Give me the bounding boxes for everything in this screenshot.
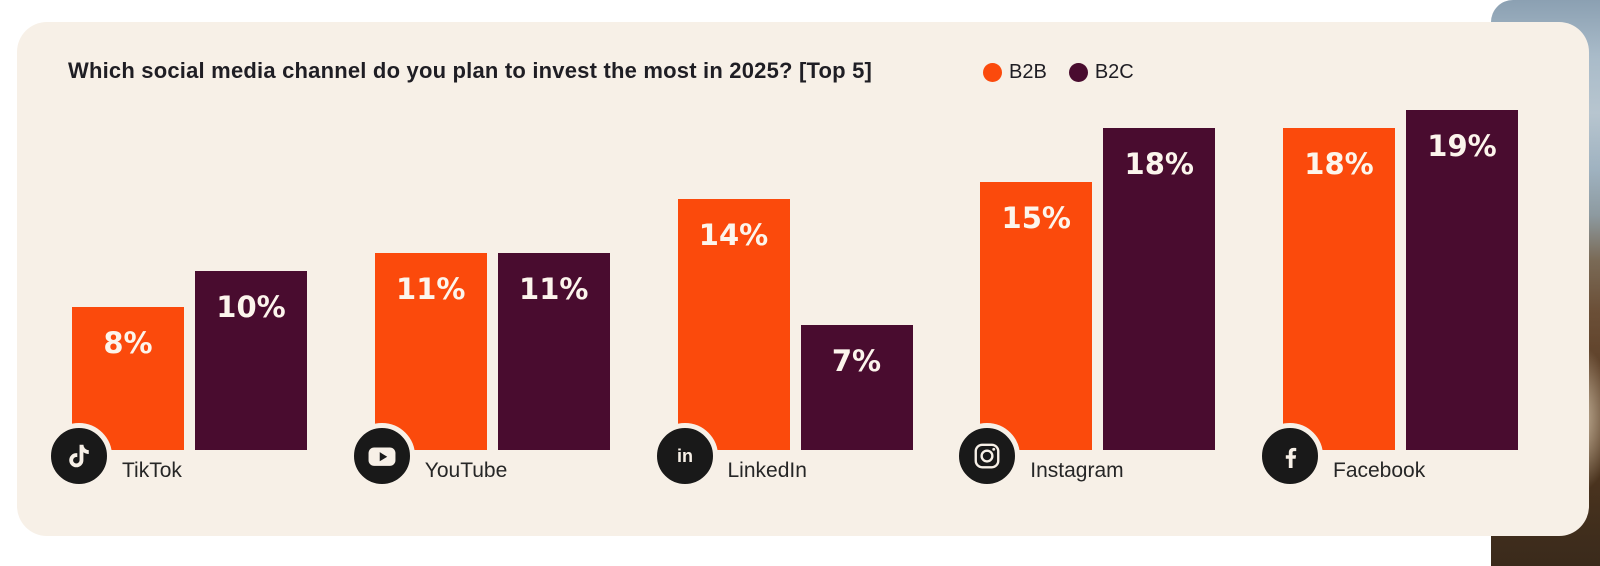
legend-item-b2c: B2C xyxy=(1068,61,1134,84)
tiktok-icon xyxy=(46,423,112,489)
chart-title: Which social media channel do you plan t… xyxy=(68,58,873,83)
bar-value-label: 14% xyxy=(698,218,769,253)
legend-dot-b2b xyxy=(983,63,1002,82)
bar-b2c-linkedin: 7% xyxy=(800,324,913,450)
platform-label-instagram: Instagram xyxy=(1030,459,1124,482)
bar-b2b-linkedin: 14% xyxy=(677,199,790,450)
svg-text:in: in xyxy=(677,446,693,466)
bar-b2b-instagram: 15% xyxy=(980,181,1093,450)
youtube-icon xyxy=(348,423,415,489)
legend-label: B2B xyxy=(1009,61,1047,83)
bar-b2b-facebook: 18% xyxy=(1283,127,1395,450)
bar-b2c-facebook: 19% xyxy=(1406,109,1518,450)
chart: 8% 10% TikTok 11% 11% YouTube 14% 7% in LinkedIn 1… xyxy=(17,22,1589,536)
facebook-icon xyxy=(1257,423,1323,489)
chart-card: Which social media channel do you plan t… xyxy=(17,22,1589,536)
bar-b2c-tiktok: 10% xyxy=(195,271,307,450)
bar-value-label: 15% xyxy=(1001,200,1071,235)
platform-label-tiktok: TikTok xyxy=(122,459,182,482)
bar-b2c-instagram: 18% xyxy=(1103,127,1216,450)
platform-label-facebook: Facebook xyxy=(1333,459,1426,482)
bar-b2c-youtube: 11% xyxy=(497,253,610,450)
platform-label-youtube: YouTube xyxy=(424,459,508,482)
bar-value-label: 8% xyxy=(103,325,153,360)
legend-dot-b2c xyxy=(1068,63,1088,82)
bar-value-label: 19% xyxy=(1427,128,1497,163)
legend-label: B2C xyxy=(1094,61,1134,83)
bar-value-label: 18% xyxy=(1124,146,1194,181)
bar-value-label: 18% xyxy=(1304,146,1374,181)
legend-item-b2b: B2B xyxy=(983,61,1047,84)
bar-value-label: 7% xyxy=(831,343,882,378)
chart-legend: B2B B2C xyxy=(983,61,1134,84)
linkedin-icon: in xyxy=(651,423,718,489)
bar-value-label: 11% xyxy=(396,272,466,307)
bar-value-label: 10% xyxy=(216,290,286,324)
bar-b2b-youtube: 11% xyxy=(374,253,487,450)
platform-label-linkedin: LinkedIn xyxy=(727,459,807,482)
instagram-icon xyxy=(954,423,1021,489)
bar-value-label: 11% xyxy=(519,272,589,307)
